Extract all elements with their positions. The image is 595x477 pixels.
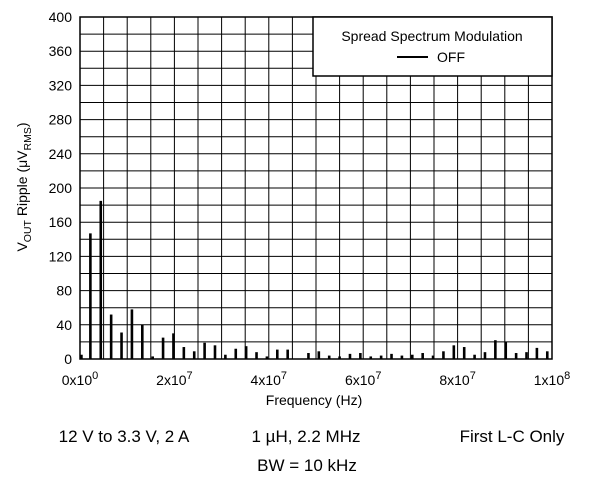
y-tick-label: 400: [49, 9, 73, 25]
x-tick-label: 0x100: [62, 370, 98, 388]
data-bars: [80, 200, 549, 359]
y-tick-label: 200: [49, 180, 73, 196]
y-tick-labels: 0 40 80 120 160 200 240 280 320 360 400: [49, 9, 73, 367]
x-tick-label: 1x108: [534, 370, 570, 388]
y-tick-label: 0: [64, 351, 72, 367]
y-tick-label: 360: [49, 43, 73, 59]
y-tick-label: 120: [49, 248, 73, 264]
y-tick-label: 80: [56, 283, 72, 299]
x-axis-title: Frequency (Hz): [266, 392, 362, 408]
y-tick-label: 160: [49, 214, 73, 230]
y-tick-label: 40: [56, 317, 72, 333]
legend-box: [312, 16, 553, 77]
y-tick-label: 240: [49, 146, 73, 162]
y-axis-title: VOUT Ripple (μVRMS): [14, 122, 34, 251]
x-tick-label: 6x107: [345, 370, 381, 388]
caption-bandwidth: BW = 10 kHz: [257, 456, 357, 475]
x-tick-label: 2x107: [156, 370, 192, 388]
legend: Spread Spectrum Modulation OFF: [312, 16, 553, 77]
y-tick-label: 320: [49, 77, 73, 93]
x-tick-labels: 0x100 2x107 4x107 6x107 8x107 1x108: [62, 370, 570, 388]
caption-inductor: 1 µH, 2.2 MHz: [252, 427, 361, 446]
caption: 12 V to 3.3 V, 2 A 1 µH, 2.2 MHz First L…: [59, 427, 565, 475]
caption-conditions: 12 V to 3.3 V, 2 A: [59, 427, 190, 446]
x-tick-label: 4x107: [251, 370, 287, 388]
x-tick-label: 8x107: [439, 370, 475, 388]
y-tick-label: 280: [49, 112, 73, 128]
caption-filter: First L-C Only: [460, 427, 565, 446]
legend-title: Spread Spectrum Modulation: [341, 28, 522, 44]
legend-entry-off: OFF: [437, 49, 465, 65]
